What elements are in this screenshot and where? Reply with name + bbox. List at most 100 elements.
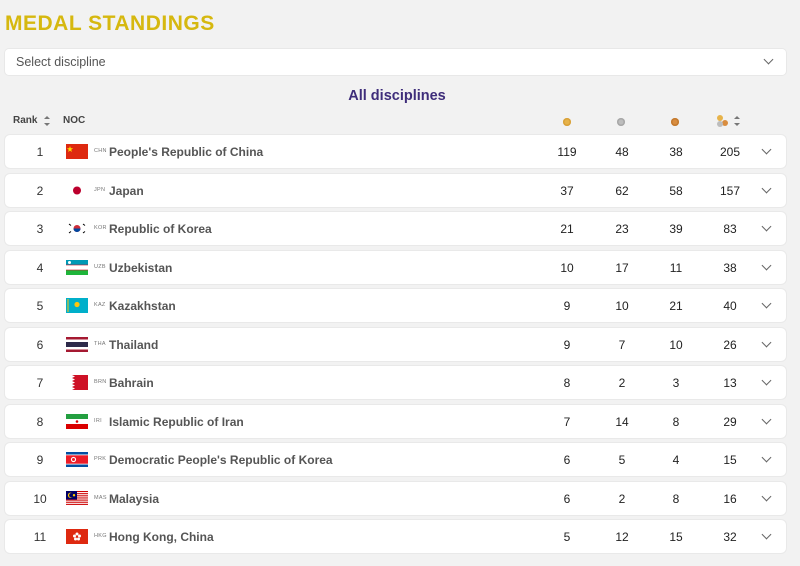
bronze-count: 8 [672, 414, 680, 429]
discipline-select[interactable]: Select discipline [5, 49, 786, 75]
page-title: MEDAL STANDINGS [5, 12, 215, 35]
gold-count: 119 [557, 145, 577, 159]
gold-count: 21 [560, 222, 574, 236]
noc-code: KAZ [94, 302, 106, 308]
gold-count: 8 [563, 376, 571, 390]
country-name: People's Republic of China [109, 145, 264, 159]
bronze-count: 11 [669, 260, 683, 275]
silver-medal-icon[interactable] [617, 118, 625, 126]
rank-value: 9 [36, 453, 44, 467]
silver-count: 48 [615, 145, 629, 159]
bronze-count: 8 [672, 491, 680, 506]
gold-count: 37 [560, 183, 574, 198]
noc-code: CHN [94, 148, 107, 154]
expand-chevron-down-icon[interactable] [761, 144, 772, 155]
table-row[interactable]: 5 KAZ Kazakhstan 9 10 21 40 [5, 289, 786, 322]
gold-count: 5 [563, 530, 571, 544]
expand-chevron-down-icon[interactable] [761, 183, 772, 193]
table-row[interactable]: 11 HKG Hong Kong, China 5 12 15 32 [5, 520, 786, 553]
table-row[interactable]: 10 MAS Malaysia 6 2 8 16 [5, 481, 786, 515]
bronze-count: 3 [672, 376, 680, 390]
gold-medal-icon[interactable] [563, 118, 571, 126]
expand-chevron-down-icon[interactable] [761, 375, 772, 386]
total-count: 32 [723, 530, 737, 544]
expand-chevron-down-icon[interactable] [761, 414, 772, 424]
expand-chevron-down-icon[interactable] [761, 337, 772, 347]
expand-chevron-down-icon[interactable] [761, 491, 772, 501]
rank-value: 6 [36, 337, 44, 352]
bronze-count: 10 [669, 337, 683, 352]
chevron-down-icon [763, 54, 774, 65]
table-row[interactable]: 6 THA Thailand 9 7 10 26 [5, 327, 786, 361]
sort-total-icon[interactable] [734, 116, 740, 126]
bronze-count: 4 [672, 453, 680, 467]
country-name: Hong Kong, China [109, 530, 214, 544]
hong-kong-flag-icon [66, 529, 88, 544]
noc-code: THA [94, 340, 106, 347]
expand-chevron-down-icon[interactable] [761, 529, 772, 540]
country-name: Malaysia [109, 491, 160, 506]
table-row[interactable]: 7 BRN Bahrain 8 2 3 13 [5, 366, 786, 399]
sort-rank-icon[interactable] [44, 116, 50, 126]
total-count: 29 [723, 414, 737, 429]
country-name: Bahrain [109, 376, 154, 390]
iran-flag-icon [66, 413, 88, 429]
gold-count: 6 [563, 453, 571, 467]
expand-chevron-down-icon[interactable] [761, 260, 772, 270]
rank-value: 8 [36, 414, 44, 429]
total-medals-icon[interactable] [717, 115, 729, 127]
rank-value: 11 [33, 530, 47, 544]
silver-count: 7 [618, 337, 626, 352]
table-row[interactable]: 1 CHN People's Republic of China 119 48 38 205 [5, 135, 786, 168]
noc-code: UZB [94, 263, 106, 270]
silver-count: 62 [615, 183, 629, 198]
bronze-medal-icon[interactable] [671, 118, 679, 126]
gold-count: 6 [563, 491, 571, 506]
gold-count: 10 [560, 260, 574, 275]
bronze-count: 38 [669, 145, 683, 159]
rank-value: 4 [36, 260, 44, 275]
country-name: Islamic Republic of Iran [109, 414, 244, 429]
malaysia-flag-icon [66, 490, 88, 506]
korea-flag-icon [66, 221, 88, 236]
country-name: Uzbekistan [109, 260, 173, 275]
noc-code: KOR [94, 225, 107, 231]
noc-code: BRN [94, 379, 107, 385]
country-name: Republic of Korea [109, 222, 212, 236]
gold-count: 7 [563, 414, 571, 429]
bronze-count: 39 [669, 222, 683, 236]
table-row[interactable]: 2 JPN Japan 37 62 58 157 [5, 173, 786, 207]
rank-value: 7 [36, 376, 44, 390]
table-row[interactable]: 3 KOR Republic of Korea 21 23 39 83 [5, 212, 786, 245]
total-count: 157 [719, 183, 741, 198]
silver-count: 10 [615, 299, 629, 313]
country-name: Democratic People's Republic of Korea [109, 453, 333, 467]
total-count: 16 [723, 491, 737, 506]
table-row[interactable]: 8 IRI Islamic Republic of Iran 7 14 8 29 [5, 404, 786, 438]
rank-value: 10 [33, 491, 47, 506]
bahrain-flag-icon [66, 375, 88, 390]
bronze-count: 58 [669, 183, 683, 198]
country-name: Japan [109, 183, 144, 198]
expand-chevron-down-icon[interactable] [761, 452, 772, 463]
expand-chevron-down-icon[interactable] [761, 221, 772, 232]
table-header: Rank NOC [0, 112, 800, 132]
silver-count: 14 [615, 414, 629, 429]
country-name: Thailand [109, 337, 159, 352]
silver-count: 23 [615, 222, 629, 236]
table-row[interactable]: 4 UZB Uzbekistan 10 17 11 38 [5, 250, 786, 284]
total-count: 40 [723, 299, 737, 313]
total-count: 15 [723, 453, 737, 467]
gold-count: 9 [563, 337, 571, 352]
gold-count: 9 [563, 299, 571, 313]
expand-chevron-down-icon[interactable] [761, 298, 772, 309]
table-row[interactable]: 9 PRK Democratic People's Republic of Kore… [5, 443, 786, 476]
rank-column-header[interactable]: Rank [13, 115, 38, 126]
noc-column-header: NOC [63, 115, 86, 126]
total-count: 205 [719, 145, 741, 159]
japan-flag-icon [66, 182, 88, 198]
rank-value: 1 [36, 145, 44, 159]
noc-code: JPN [94, 186, 106, 193]
uzbekistan-flag-icon [66, 259, 88, 275]
rank-value: 5 [36, 299, 44, 313]
